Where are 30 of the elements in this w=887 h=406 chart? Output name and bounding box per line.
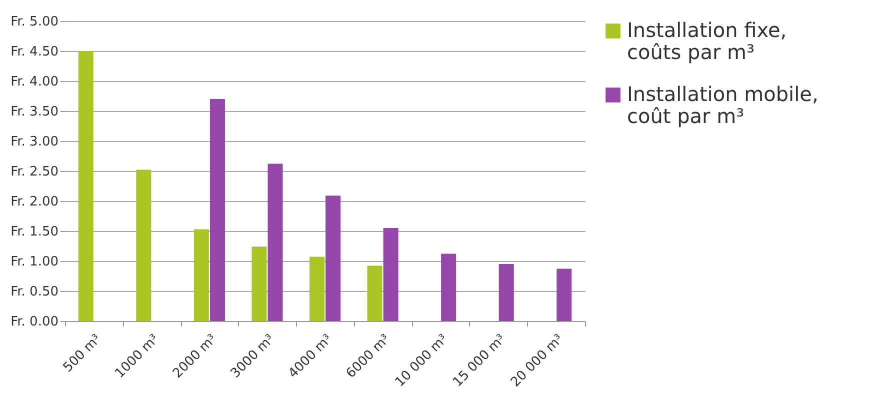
y-tick-label: Fr. 3.50: [10, 104, 58, 120]
x-tick-label: 20 000 m³: [508, 332, 567, 390]
bar: [78, 51, 94, 321]
bar: [326, 196, 341, 321]
y-tick-label: Fr. 3.00: [10, 134, 58, 150]
bar: [383, 228, 398, 321]
legend-label: Installation fixe, coûts par m³: [627, 18, 787, 64]
bar: [136, 170, 152, 321]
y-tick-label: Fr. 1.00: [10, 254, 58, 270]
bar: [210, 99, 225, 321]
y-tick-label: Fr. 0.50: [10, 284, 58, 300]
x-tick-label: 10 000 m³: [392, 332, 451, 390]
bar: [309, 256, 324, 321]
y-tick-label: Fr. 4.00: [10, 74, 58, 90]
y-tick-label: Fr. 2.00: [10, 194, 58, 210]
bar: [252, 246, 267, 321]
y-tick-label: Fr. 4.50: [10, 44, 58, 60]
legend-label: Installation mobile, coût par m³: [627, 82, 818, 128]
y-tick-label: Fr. 5.00: [10, 14, 58, 30]
x-tick-label: 15 000 m³: [450, 332, 509, 390]
bar: [556, 268, 572, 321]
y-tick-label: Fr. 0.00: [10, 314, 58, 330]
bar: [367, 266, 382, 321]
y-tick-label: Fr. 1.50: [10, 224, 58, 240]
y-tick-label: Fr. 2.50: [10, 164, 58, 180]
bar: [194, 229, 209, 321]
bar: [498, 264, 514, 321]
x-tick-label: 500 m³: [60, 332, 104, 376]
bar: [268, 164, 283, 321]
bar: [441, 254, 456, 321]
